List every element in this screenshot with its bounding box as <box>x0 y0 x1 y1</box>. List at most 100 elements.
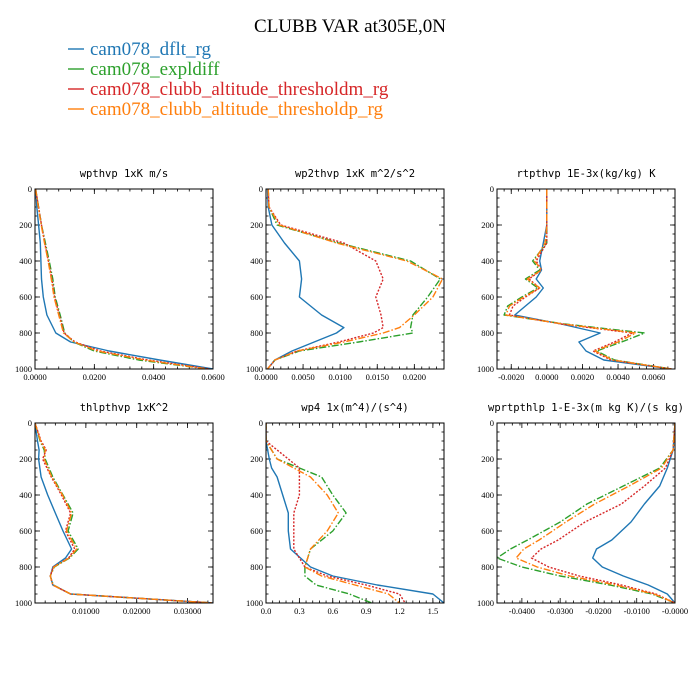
series-line-cam078_expldiff <box>497 423 675 603</box>
plot-frame <box>34 188 214 370</box>
y-tick-label: 1000 <box>15 598 32 608</box>
y-tick-label: 200 <box>250 454 263 464</box>
legend: cam078_dflt_rgcam078_expldiffcam078_club… <box>68 39 389 120</box>
x-tick-label: 0.0000 <box>535 372 558 382</box>
y-tick-label: 1000 <box>477 598 494 608</box>
y-tick-label: 600 <box>250 292 263 302</box>
legend-label: cam078_expldiff <box>90 59 220 80</box>
y-tick-label: 400 <box>250 256 263 266</box>
x-tick-label: -0.0000 <box>662 606 688 616</box>
series-group <box>266 189 444 369</box>
y-tick-label: 600 <box>481 526 494 536</box>
y-tick-label: 0 <box>28 418 32 428</box>
y-tick-label: 0 <box>259 418 263 428</box>
x-tick-label: 1.2 <box>394 606 405 616</box>
y-tick-label: 800 <box>250 328 263 338</box>
series-line-cam078_clubb_altitude_thresholdm_rg <box>35 189 211 369</box>
y-tick-label: 0 <box>28 184 32 194</box>
x-tick-label: 0.9 <box>361 606 372 616</box>
series-group <box>497 423 675 603</box>
y-tick-label: 600 <box>19 526 32 536</box>
plot-frame <box>34 422 214 604</box>
panel-title: thlpthvp 1xK^2 <box>80 402 169 414</box>
x-tick-label: 0.0000 <box>23 372 46 382</box>
panel-title: rtpthvp 1E-3x(kg/kg) K <box>516 168 656 180</box>
y-tick-label: 800 <box>19 562 32 572</box>
x-tick-label: 0.0050 <box>291 372 314 382</box>
y-tick-label: 1000 <box>477 364 494 374</box>
y-tick-label: 200 <box>250 220 263 230</box>
series-line-cam078_clubb_altitude_thresholdp_rg <box>505 189 672 369</box>
legend-label: cam078_dflt_rg <box>90 39 212 60</box>
y-tick-label: 800 <box>481 328 494 338</box>
y-tick-label: 200 <box>19 220 32 230</box>
y-tick-label: 600 <box>250 526 263 536</box>
series-line-cam078_expldiff <box>35 423 213 603</box>
series-line-cam078_clubb_altitude_thresholdm_rg <box>508 189 672 369</box>
y-tick-label: 600 <box>19 292 32 302</box>
panel-title: wprtpthlp 1-E-3x(m kg K)/(s kg) <box>488 402 684 414</box>
x-tick-label: 0.0400 <box>142 372 165 382</box>
x-tick-label: 0.6 <box>327 606 338 616</box>
series-group <box>503 189 672 369</box>
panel-title: wp4 1x(m^4)/(s^4) <box>301 402 408 414</box>
legend-label: cam078_clubb_altitude_thresholdp_rg <box>90 99 384 120</box>
y-tick-label: 200 <box>481 220 494 230</box>
x-tick-label: 0.0600 <box>201 372 224 382</box>
x-tick-label: 0.02000 <box>123 606 151 616</box>
series-group <box>266 423 444 603</box>
x-tick-label: -0.0200 <box>585 606 611 616</box>
x-tick-label: 0.0060 <box>642 372 665 382</box>
y-tick-label: 1000 <box>246 598 263 608</box>
series-line-cam078_clubb_altitude_thresholdp_rg <box>266 189 444 369</box>
y-tick-label: 800 <box>250 562 263 572</box>
series-line-cam078_clubb_altitude_thresholdm_rg <box>35 423 213 603</box>
x-tick-label: 0.01000 <box>72 606 100 616</box>
series-line-cam078_dflt_rg <box>266 189 345 369</box>
figure-title: CLUBB VAR at305E,0N <box>254 16 446 37</box>
series-line-cam078_clubb_altitude_thresholdp_rg <box>266 423 400 603</box>
series-line-cam078_expldiff <box>266 189 441 369</box>
x-tick-label: 0.03000 <box>174 606 202 616</box>
y-tick-label: 400 <box>19 256 32 266</box>
series-line-cam078_clubb_altitude_thresholdp_rg <box>515 423 675 603</box>
series-line-cam078_clubb_altitude_thresholdp_rg <box>35 189 208 369</box>
series-line-cam078_dflt_rg <box>514 189 672 369</box>
x-tick-label: -0.0300 <box>547 606 573 616</box>
panel-title: wpthvp 1xK m/s <box>80 168 169 180</box>
y-tick-label: 800 <box>19 328 32 338</box>
series-line-cam078_clubb_altitude_thresholdm_rg <box>530 423 675 603</box>
panel-6: wprtpthlp 1-E-3x(m kg K)/(s kg) 0 200 400 60… <box>477 402 688 616</box>
x-tick-label: 0.0200 <box>403 372 426 382</box>
y-tick-label: 800 <box>481 562 494 572</box>
y-tick-label: 200 <box>19 454 32 464</box>
plot-frame <box>265 422 445 604</box>
y-tick-label: 200 <box>481 454 494 464</box>
x-tick-label: -0.0020 <box>498 372 524 382</box>
x-tick-label: 0.0020 <box>571 372 594 382</box>
y-tick-label: 400 <box>481 256 494 266</box>
legend-label: cam078_clubb_altitude_thresholdm_rg <box>90 79 389 100</box>
series-line-cam078_dflt_rg <box>592 423 675 603</box>
series-group <box>35 423 213 603</box>
plot-frame <box>496 188 676 370</box>
y-tick-label: 400 <box>19 490 32 500</box>
series-line-cam078_dflt_rg <box>266 423 444 603</box>
x-tick-label: 0.0150 <box>366 372 389 382</box>
x-tick-label: 1.5 <box>428 606 439 616</box>
panel-title: wp2thvp 1xK m^2/s^2 <box>295 168 415 180</box>
series-group <box>35 189 213 369</box>
y-tick-label: 1000 <box>15 364 32 374</box>
panel-2: wp2thvp 1xK m^2/s^2020040060080010000.00… <box>246 168 445 382</box>
x-tick-label: 0.0100 <box>328 372 351 382</box>
panel-3: rtpthvp 1E-3x(kg/kg) K 0 200 400 600 800 1000-… <box>477 168 676 382</box>
series-line-cam078_clubb_altitude_thresholdp_rg <box>35 423 213 603</box>
series-line-cam078_clubb_altitude_thresholdm_rg <box>266 423 406 603</box>
y-tick-label: 400 <box>481 490 494 500</box>
x-tick-label: 0.0 <box>261 606 272 616</box>
x-tick-label: 0.0200 <box>83 372 106 382</box>
panel-4: thlpthvp 1xK^2 0 200 400 600 800 1000 0.01000 0.… <box>15 402 214 616</box>
